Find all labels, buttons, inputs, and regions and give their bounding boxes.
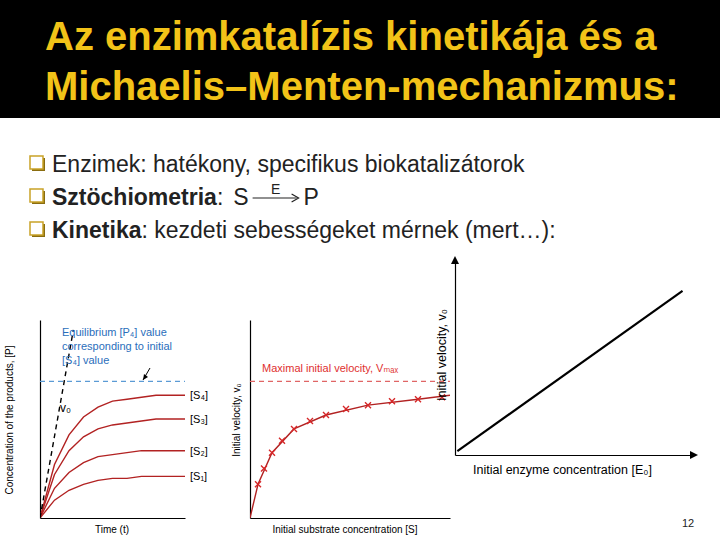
x-axis [41,518,186,519]
y-axis-line [40,321,41,519]
data-point [389,398,395,404]
plot-area [457,291,682,451]
equation-catalyst: E [271,181,280,197]
series-label: [S₄] [190,389,208,401]
data-point [415,396,421,402]
data-point [343,406,349,412]
annotation-line: [S₄] value [62,354,109,366]
data-point [307,418,313,424]
annotation: v₀ [60,401,71,415]
x-axis-title: Time (t) [95,524,129,535]
data-point [323,412,329,418]
x-axis-title: Initial enzyme concentration [E₀] [473,463,652,477]
bullet-text: Kinetika: kezdeti sebességeket mérnek (m… [52,217,556,243]
title-band [0,0,720,118]
plot-area [250,381,450,518]
series-line [40,476,185,518]
series-line [40,395,185,518]
bullet-part: Kinetika [52,217,142,243]
series-label: [S₁] [190,470,207,482]
x-axis [251,518,451,519]
series-line [457,291,682,451]
data-point [261,466,267,472]
data-point [365,402,371,408]
bullet-box [30,222,43,235]
series-label: [S₃] [190,413,208,425]
annotation-line: v₀ [60,401,71,415]
x-axis-line [251,518,451,519]
x-axis [456,455,693,456]
bullet-part: Enzimek: hatékony, specifikus biokataliz… [52,151,525,177]
slide-title: Michaelis–Menten-mechanizmus: [45,64,679,108]
x-axis-title: Initial substrate concentration [S] [272,524,417,535]
annotation: Equilibrium [P₄] value corresponding to i… [62,326,172,366]
series-label: [S₂] [190,445,208,457]
x-axis-line [41,518,186,519]
equation-product: P [304,184,319,210]
annotation: Maximal initial velocity, Vₘₐₓ [262,362,398,374]
y-axis [40,321,41,519]
bullet-box [30,189,43,202]
data-point [279,438,285,444]
bullet-text: Enzimek: hatékony, specifikus biokataliz… [52,151,525,177]
bullet-part: : kezdeti sebességeket mérnek (mert…): [141,217,555,243]
bullet-text: Sztöchiometria: [52,184,223,210]
annotation-line: corresponding to initial [62,340,172,352]
bullet-part: Sztöchiometria [52,184,217,210]
data-point [291,426,297,432]
y-axis-line [455,263,456,456]
series-line [250,381,450,382]
annotation-arrowhead [143,374,148,380]
series-line [250,395,450,518]
chart-labels: Initial substrate concentration [S] Initi… [231,362,418,535]
x-axis-arrowhead [690,451,698,459]
data-point [255,481,261,487]
annotation-line: Maximal initial velocity, Vₘₐₓ [262,362,398,374]
page-number: 12 [682,517,694,529]
y-axis-title: Initial velocity, v₀ [435,309,449,401]
slide-background [0,0,720,540]
bullet-box [30,156,43,169]
y-axis [455,263,456,456]
chart-labels: Initial enzyme concentration [E₀] Initial… [435,309,652,477]
y-axis-line [250,321,251,519]
y-axis-title: Concentration of the products, [P] [4,345,15,494]
chart-labels: [S₄] [S₃] [S₂] [S₁] Time (t) Concentration of… [4,326,208,535]
annotation-arrow [143,368,150,380]
plot-area [40,330,185,518]
equation-arrowhead [292,194,299,202]
annotation-line: Equilibrium [P₄] value [62,326,167,338]
series-line [40,419,185,518]
x-axis-line [456,455,693,456]
equation-arrow [253,197,297,198]
slide-title: Az enzimkatalízis kinetikája és a [45,14,657,58]
equation-reactant: S [233,184,248,210]
y-axis-title: Initial velocity, v₀ [231,383,242,456]
series-line [40,381,185,382]
y-axis-arrowhead [451,256,459,264]
bullet-part: : [217,184,223,210]
y-axis [250,321,251,519]
data-point [269,450,275,456]
series-line [40,451,185,518]
